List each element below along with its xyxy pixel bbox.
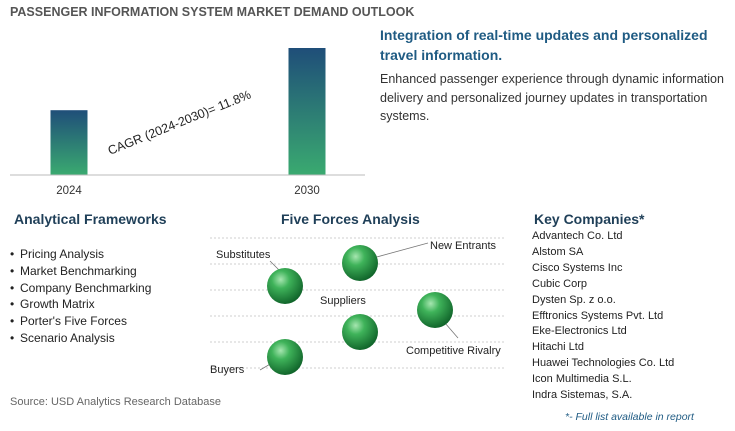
label-buyers: Buyers (210, 364, 245, 376)
list-item: Advantech Co. Ltd (532, 230, 623, 242)
list-item: Dysten Sp. z o.o. (532, 293, 616, 306)
list-item: • Pricing Analysis (10, 247, 105, 261)
bar-2030 (288, 48, 326, 175)
list-item: Hitachi Ltd (532, 341, 584, 354)
sphere-competitive-rivalry (417, 292, 453, 328)
list-item: • Market Benchmarking (10, 263, 137, 278)
list-item: Eke-Electronics Ltd (532, 325, 627, 338)
bar-2024 (50, 110, 88, 175)
sphere-substitutes (267, 268, 303, 304)
label-substitutes: Substitutes (216, 249, 271, 261)
list-item: Cisco Systems Inc (532, 261, 623, 274)
list-item: Alstom SA (532, 245, 584, 258)
highlight-body: Enhanced passenger experience through dy… (380, 72, 724, 123)
label-new-entrants: New Entrants (430, 240, 497, 252)
x-tick-label-2024: 2024 (56, 185, 82, 197)
highlight-title: Integration of real-time updates and per… (380, 27, 708, 63)
source-note: Source: USD Analytics Research Database (10, 396, 221, 408)
list-item: Indra Sistemas, S.A. (532, 389, 633, 402)
list-item: • Scenario Analysis (10, 330, 115, 345)
x-tick-label-2030: 2030 (294, 185, 320, 197)
list-item: Cubic Corp (532, 277, 588, 290)
sphere-suppliers (342, 314, 378, 350)
market-demand-chart: 2024 2030 CAGR (2024-2030)= 11.8% (10, 48, 365, 197)
companies-note: *- Full list available in report (565, 411, 694, 423)
list-item: • Growth Matrix (10, 297, 95, 312)
list-item: Huawei Technologies Co. Ltd (532, 357, 675, 370)
list-item: • Company Benchmarking (10, 280, 152, 295)
sphere-new-entrants (342, 245, 378, 281)
frameworks-list: • Pricing Analysis • Market Benchmarking •… (10, 246, 151, 347)
label-suppliers: Suppliers (320, 295, 366, 307)
list-item: • Porter's Five Forces (10, 314, 127, 329)
label-competitive-rivalry: Competitive Rivalry (406, 345, 501, 357)
companies-list: Advantech Co. Ltd Alstom SA Cisco System… (532, 229, 674, 404)
cagr-annotation: CAGR (2024-2030)= 11.8% (106, 87, 253, 157)
companies-title: Key Companies* (534, 211, 645, 227)
five-forces-title: Five Forces Analysis (281, 211, 420, 227)
five-forces-diagram: New Entrants Substitutes Suppliers Compe… (210, 237, 505, 376)
sphere-buyers (267, 339, 303, 375)
page-title: PASSENGER INFORMATION SYSTEM MARKET DEMA… (10, 5, 415, 19)
list-item: Icon Multimedia S.L. (532, 373, 632, 386)
list-item: Efftronics Systems Pvt. Ltd (532, 309, 664, 322)
frameworks-title: Analytical Frameworks (14, 211, 167, 227)
